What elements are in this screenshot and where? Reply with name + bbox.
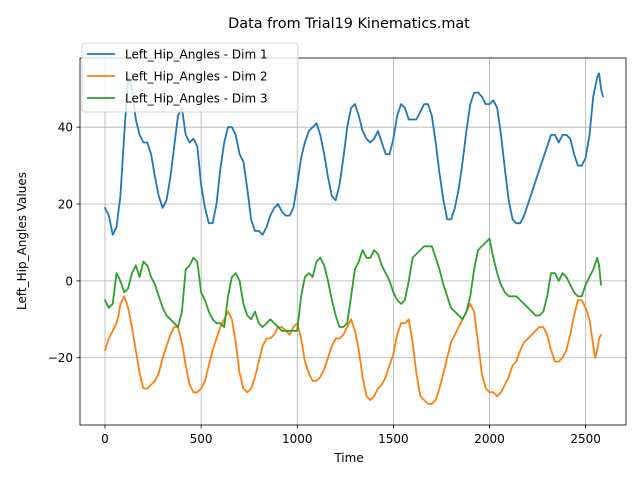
x-tick-label: 0 xyxy=(101,432,109,446)
legend: Left_Hip_Angles - Dim 1 Left_Hip_Angles -… xyxy=(81,42,299,113)
series-lines xyxy=(104,72,604,405)
x-tick-label: 1500 xyxy=(378,432,409,446)
chart-title: Data from Trial19 Kinematics.mat xyxy=(228,16,470,32)
x-tick-label: 2500 xyxy=(570,432,601,446)
legend-box xyxy=(81,42,299,113)
series-line-dim-3 xyxy=(104,237,602,332)
x-axis-title: Time xyxy=(333,451,363,465)
y-axis-title: Left_Hip_Angles Values xyxy=(15,172,29,310)
x-tick-label: 500 xyxy=(190,432,213,446)
plot-frame xyxy=(79,57,627,426)
y-tick-label: 40 xyxy=(58,121,73,135)
legend-label-dim-3: Left_Hip_Angles - Dim 3 xyxy=(125,92,268,106)
grid xyxy=(80,58,626,425)
axis-ticks: 0 500 1000 1500 2000 2500 −20 0 20 40 xyxy=(48,121,601,446)
legend-label-dim-1: Left_Hip_Angles - Dim 1 xyxy=(125,48,268,62)
legend-label-dim-2: Left_Hip_Angles - Dim 2 xyxy=(125,70,268,84)
series-line-dim-1 xyxy=(104,72,604,236)
y-tick-label: 20 xyxy=(58,198,73,212)
y-tick-label: −20 xyxy=(48,351,73,365)
y-tick-label: 0 xyxy=(65,274,73,288)
series-line-dim-2 xyxy=(104,295,602,405)
x-tick-label: 1000 xyxy=(282,432,313,446)
x-tick-label: 2000 xyxy=(474,432,505,446)
